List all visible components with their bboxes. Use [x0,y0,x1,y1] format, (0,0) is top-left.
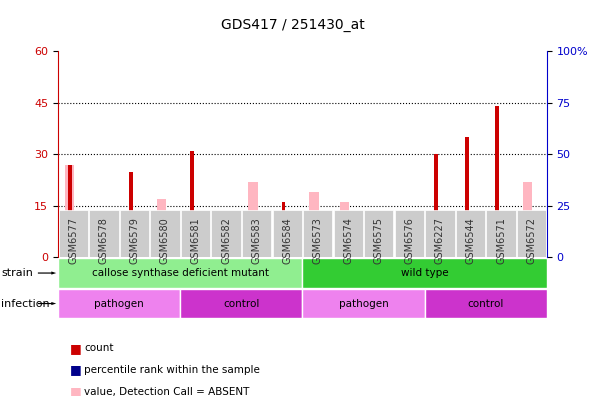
Text: GSM6583: GSM6583 [252,217,262,264]
Text: control: control [223,299,260,308]
Text: ■: ■ [70,342,82,354]
Bar [105,254,110,257]
FancyBboxPatch shape [486,210,516,257]
Text: GSM6577: GSM6577 [68,217,78,264]
Text: infection: infection [1,299,50,308]
Text: pathogen: pathogen [338,299,389,308]
Text: GSM6581: GSM6581 [191,217,200,264]
Bar [411,254,415,257]
Text: ■: ■ [70,364,82,376]
Bar [68,165,71,257]
FancyBboxPatch shape [302,258,547,288]
Bar [473,230,475,257]
Text: strain: strain [1,268,33,278]
Text: GSM6578: GSM6578 [99,217,109,264]
Text: GSM6227: GSM6227 [435,217,445,264]
Bar [310,192,319,257]
Bar [75,230,79,257]
Bar [496,107,499,257]
Bar [465,137,469,257]
FancyBboxPatch shape [58,289,180,318]
FancyBboxPatch shape [302,289,425,318]
Text: GSM6544: GSM6544 [466,217,475,264]
Bar [290,230,293,257]
Bar [137,230,140,257]
Bar [492,213,502,257]
Bar [503,230,506,257]
Text: percentile rank within the sample: percentile rank within the sample [84,365,260,375]
Bar [340,202,349,257]
FancyBboxPatch shape [59,210,88,257]
FancyBboxPatch shape [181,210,210,257]
FancyBboxPatch shape [273,210,302,257]
Bar [218,213,227,257]
FancyBboxPatch shape [211,210,241,257]
Bar [523,182,533,257]
Text: GSM6584: GSM6584 [282,217,292,264]
Text: control: control [467,299,504,308]
Bar [65,165,75,257]
FancyBboxPatch shape [150,210,180,257]
FancyBboxPatch shape [58,258,302,288]
Text: callose synthase deficient mutant: callose synthase deficient mutant [92,268,269,278]
FancyBboxPatch shape [517,210,546,257]
Bar [198,230,200,257]
FancyBboxPatch shape [425,210,455,257]
FancyBboxPatch shape [364,210,393,257]
FancyBboxPatch shape [303,210,332,257]
Text: GSM6575: GSM6575 [374,217,384,264]
Text: count: count [84,343,114,353]
Text: GSM6579: GSM6579 [130,217,139,264]
Bar [533,230,538,257]
Bar [96,254,105,257]
FancyBboxPatch shape [89,210,119,257]
Bar [502,233,507,257]
Bar [76,230,78,257]
Text: GSM6576: GSM6576 [404,217,414,264]
Text: GSM6580: GSM6580 [160,217,170,264]
FancyBboxPatch shape [334,210,363,257]
Bar [156,199,166,257]
Text: GSM6573: GSM6573 [313,217,323,264]
Text: pathogen: pathogen [94,299,144,308]
Text: wild type: wild type [401,268,448,278]
FancyBboxPatch shape [180,289,302,318]
Bar [319,240,324,257]
Text: GDS417 / 251430_at: GDS417 / 251430_at [221,18,365,32]
Bar [379,254,385,257]
Text: value, Detection Call = ABSENT: value, Detection Call = ABSENT [84,386,250,396]
Text: GSM6582: GSM6582 [221,217,231,264]
Text: ■: ■ [70,385,82,396]
FancyBboxPatch shape [425,289,547,318]
FancyBboxPatch shape [395,210,424,257]
FancyBboxPatch shape [456,210,485,257]
Text: GSM6574: GSM6574 [343,217,353,264]
Text: GSM6572: GSM6572 [527,217,536,264]
FancyBboxPatch shape [242,210,271,257]
Bar [434,154,438,257]
Bar [258,244,263,257]
Bar [129,171,133,257]
Bar [442,230,445,257]
Bar [349,240,354,257]
Bar [166,233,171,257]
Bar [190,151,194,257]
Bar [248,182,258,257]
Bar [282,202,285,257]
Text: GSM6571: GSM6571 [496,217,506,264]
Bar [227,247,233,257]
FancyBboxPatch shape [120,210,149,257]
